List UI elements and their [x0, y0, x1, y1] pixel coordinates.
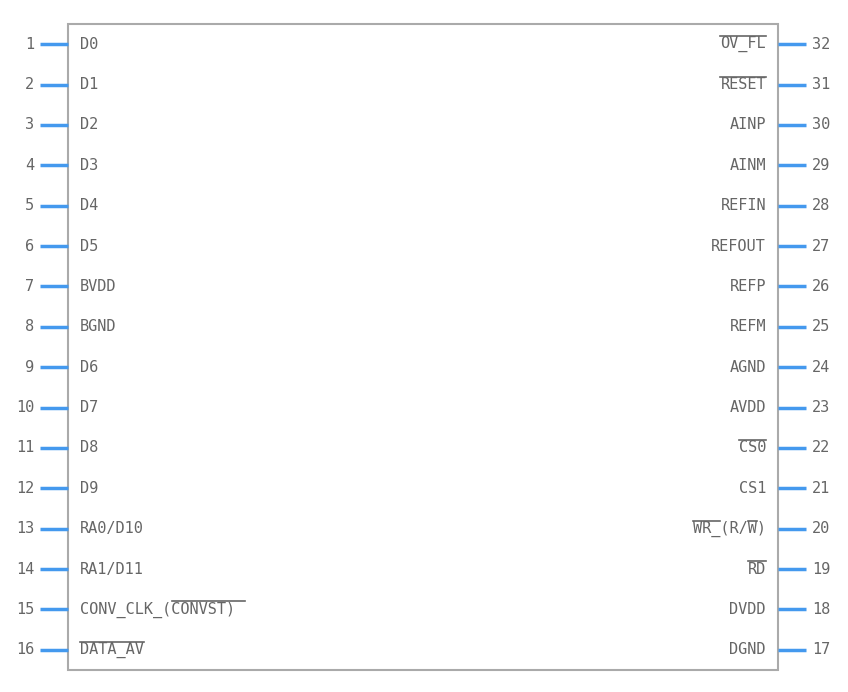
Text: CS0: CS0	[739, 440, 766, 455]
Text: 22: 22	[812, 440, 830, 455]
Text: DGND: DGND	[729, 642, 766, 657]
Text: CONV_CLK_(CONVST): CONV_CLK_(CONVST)	[80, 601, 235, 617]
Text: RESET: RESET	[720, 77, 766, 92]
Text: RA0/D10: RA0/D10	[80, 521, 144, 536]
Text: 7: 7	[25, 279, 34, 294]
Text: 4: 4	[25, 158, 34, 173]
Text: D7: D7	[80, 400, 98, 415]
Text: 2: 2	[25, 77, 34, 92]
Text: REFM: REFM	[729, 319, 766, 334]
Text: 23: 23	[812, 400, 830, 415]
Text: 9: 9	[25, 360, 34, 374]
Text: 17: 17	[812, 642, 830, 657]
Text: RA1/D11: RA1/D11	[80, 562, 144, 576]
Text: D1: D1	[80, 77, 98, 92]
Text: 18: 18	[812, 602, 830, 617]
Text: 13: 13	[16, 521, 34, 536]
Text: 1: 1	[25, 37, 34, 52]
Text: BVDD: BVDD	[80, 279, 116, 294]
Text: D6: D6	[80, 360, 98, 374]
Text: RD: RD	[748, 562, 766, 576]
Text: AVDD: AVDD	[729, 400, 766, 415]
Text: 19: 19	[812, 562, 830, 576]
Text: D5: D5	[80, 239, 98, 253]
Text: CS1: CS1	[739, 481, 766, 495]
Text: 3: 3	[25, 118, 34, 132]
Text: D8: D8	[80, 440, 98, 455]
Text: 31: 31	[812, 77, 830, 92]
Text: 8: 8	[25, 319, 34, 334]
Text: AGND: AGND	[729, 360, 766, 374]
Text: REFOUT: REFOUT	[711, 239, 766, 253]
Text: REFIN: REFIN	[720, 198, 766, 213]
Text: 5: 5	[25, 198, 34, 213]
Text: 30: 30	[812, 118, 830, 132]
Text: DATA_AV: DATA_AV	[80, 641, 144, 658]
Text: 12: 12	[16, 481, 34, 495]
Text: 21: 21	[812, 481, 830, 495]
Text: D0: D0	[80, 37, 98, 52]
Text: 29: 29	[812, 158, 830, 173]
Text: AINP: AINP	[729, 118, 766, 132]
Text: 14: 14	[16, 562, 34, 576]
Text: 15: 15	[16, 602, 34, 617]
Text: 32: 32	[812, 37, 830, 52]
Text: 28: 28	[812, 198, 830, 213]
Text: D3: D3	[80, 158, 98, 173]
Text: D4: D4	[80, 198, 98, 213]
Text: 6: 6	[25, 239, 34, 253]
Text: D9: D9	[80, 481, 98, 495]
Text: REFP: REFP	[729, 279, 766, 294]
Text: 24: 24	[812, 360, 830, 374]
Text: 26: 26	[812, 279, 830, 294]
Text: 16: 16	[16, 642, 34, 657]
Text: WR_(R/W): WR_(R/W)	[693, 520, 766, 537]
Text: 11: 11	[16, 440, 34, 455]
Text: 20: 20	[812, 521, 830, 536]
Bar	[68, 24, 778, 670]
Text: 27: 27	[812, 239, 830, 253]
Text: OV_FL: OV_FL	[720, 36, 766, 53]
Text: D2: D2	[80, 118, 98, 132]
Text: BGND: BGND	[80, 319, 116, 334]
Text: DVDD: DVDD	[729, 602, 766, 617]
Text: 25: 25	[812, 319, 830, 334]
Text: 10: 10	[16, 400, 34, 415]
Text: AINM: AINM	[729, 158, 766, 173]
